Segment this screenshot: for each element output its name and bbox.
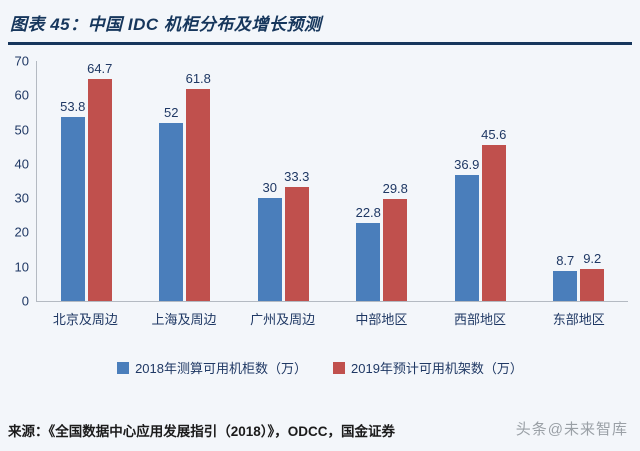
bar [159,122,184,301]
y-tick-label: 30 [14,190,29,206]
bar-column: 30 [257,61,282,301]
x-category-label: 东部地区 [552,312,605,327]
figure-title: 图表 45：中国 IDC 机柜分布及增长预测 [10,15,322,34]
x-category-label: 广州及周边 [250,312,316,327]
y-tick-label: 40 [14,156,29,172]
bar-column: 64.7 [87,61,113,301]
bar-chart: 0 10 20 30 40 50 60 70 53.8 64.7 52 61.8 30 33.3 22.8… [6,54,628,328]
y-tick-label: 20 [14,224,29,240]
bar-column: 36.9 [454,61,480,301]
x-category-label: 中部地区 [355,312,408,327]
bar-value-label: 36.9 [454,156,480,172]
x-category-label: 西部地区 [454,312,507,327]
y-tick-label: 0 [21,293,29,309]
bar-column: 52 [159,61,184,301]
y-tick-label: 50 [14,122,29,138]
legend-label: 2018年测算可用机柜数（万） [135,361,307,376]
legend: 2018年测算可用机柜数（万） 2019年预计可用机架数（万） [0,358,640,377]
bar-value-label: 9.2 [583,251,602,267]
legend-item: 2018年测算可用机柜数（万） [117,358,307,377]
bar-value-label: 30 [262,180,277,196]
x-category-label: 北京及周边 [52,312,118,327]
bar [580,269,605,301]
legend-swatch-icon [117,361,130,374]
bar-column: 61.8 [185,61,211,301]
bar-column: 9.2 [580,61,605,301]
source-note: 来源：《全国数据中心应用发展指引（2018）》，ODCC，国金证券 [8,424,396,439]
bar-column: 53.8 [60,61,86,301]
bar-group: 36.9 45.6 [431,61,530,301]
bar [60,116,85,301]
bar [186,89,211,301]
bar [383,198,408,301]
bar [454,174,479,301]
bar-value-label: 45.6 [481,126,507,142]
plot-area: 53.8 64.7 52 61.8 30 33.3 22.8 29.8 36.9 45.6 8.7 9… [36,61,628,302]
bar-column: 29.8 [382,61,408,301]
bar-value-label: 53.8 [60,98,86,114]
bar-value-label: 61.8 [185,71,211,87]
y-tick-label: 60 [14,87,29,103]
y-axis: 0 10 20 30 40 50 60 70 [6,54,36,309]
bar-value-label: 33.3 [284,168,310,184]
bar [356,222,381,301]
bar [481,144,506,301]
bar [87,79,112,301]
bar [257,198,282,301]
bar [284,186,309,301]
x-category-label: 上海及周边 [151,312,217,327]
bar-column: 33.3 [284,61,310,301]
bar-value-label: 64.7 [87,61,113,77]
bar-value-label: 29.8 [382,180,408,196]
bar-group: 22.8 29.8 [333,61,432,301]
figure-header: 图表 45：中国 IDC 机柜分布及增长预测 [8,0,632,45]
y-tick-label: 10 [14,259,29,275]
bar-group: 8.7 9.2 [530,61,629,301]
bar-column: 8.7 [553,61,578,301]
y-tick-label: 70 [14,53,29,69]
x-labels: 北京及周边 上海及周边 广州及周边 中部地区 西部地区 东部地区 [36,309,628,328]
bar-value-label: 22.8 [355,204,381,220]
bar-column: 45.6 [481,61,507,301]
bar-group: 53.8 64.7 [37,61,136,301]
bar [553,271,578,301]
bar-column: 22.8 [355,61,381,301]
bar-group: 30 33.3 [234,61,333,301]
bar-value-label: 52 [164,104,179,120]
legend-item: 2019年预计可用机架数（万） [333,358,523,377]
legend-swatch-icon [333,361,345,374]
bar-group: 52 61.8 [136,61,235,301]
watermark: 头条@未来智库 [515,421,628,438]
legend-label: 2019年预计可用机架数（万） [351,361,523,376]
plot-wrap: 53.8 64.7 52 61.8 30 33.3 22.8 29.8 36.9 45.6 8.7 9… [36,61,628,328]
bar-value-label: 8.7 [556,253,575,269]
